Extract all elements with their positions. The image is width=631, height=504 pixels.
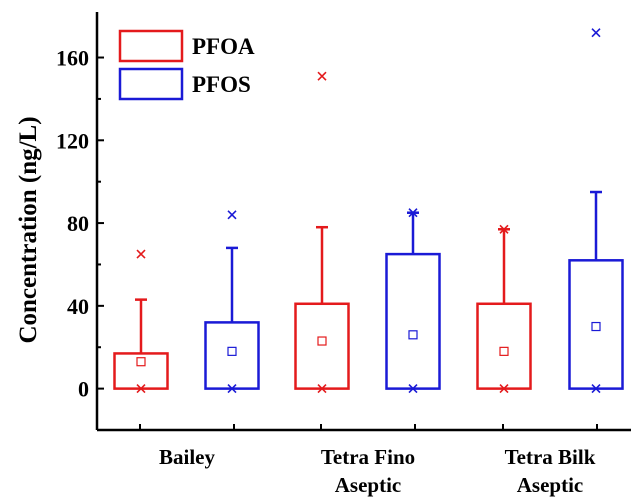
- x-category-label: Aseptic: [335, 473, 402, 497]
- mean-marker: [499, 346, 509, 356]
- box-rect: [113, 352, 169, 390]
- mean-marker: [136, 357, 146, 367]
- mean-marker: [408, 330, 418, 340]
- box-rect: [385, 252, 441, 390]
- max-marker: [227, 210, 237, 220]
- y-tick-label: 160: [56, 46, 89, 71]
- max-marker: [136, 249, 146, 259]
- y-tick-label: 0: [78, 377, 89, 402]
- min-marker: [408, 384, 418, 394]
- mean-marker: [317, 336, 327, 346]
- x-category-label: Tetra Bilk: [505, 445, 596, 469]
- legend-swatch-pfos: [118, 67, 184, 101]
- legend-label-pfos: PFOS: [192, 72, 251, 97]
- max-marker: [317, 71, 327, 81]
- x-category-label: Tetra Fino: [321, 445, 415, 469]
- y-tick-label: 120: [56, 128, 89, 153]
- plot-frame: [95, 12, 631, 432]
- legend: PFOA PFOS: [118, 29, 255, 101]
- min-marker: [227, 384, 237, 394]
- legend-label-pfoa: PFOA: [192, 34, 255, 59]
- max-marker: [591, 28, 601, 38]
- box-pfoa-0: [113, 249, 169, 394]
- x-axis: Bailey Tetra Fino Aseptic Tetra Bilk Aseptic: [139, 424, 598, 497]
- y-tick-label: 80: [67, 211, 89, 236]
- box-pfos-2: [568, 28, 624, 394]
- y-axis-label: Concentration (ng/L): [15, 116, 42, 343]
- x-category-label: Bailey: [159, 445, 215, 469]
- box-pfoa-1: [294, 71, 350, 394]
- y-axis: 0 40 80 120 160: [56, 46, 104, 402]
- box-pfos-0: [204, 210, 260, 394]
- y-tick-label: 40: [67, 294, 89, 319]
- min-marker: [136, 384, 146, 394]
- box-rect: [476, 302, 532, 390]
- min-marker: [591, 384, 601, 394]
- min-marker: [499, 384, 509, 394]
- legend-swatch-pfoa: [118, 29, 184, 63]
- max-marker: [499, 224, 509, 234]
- x-category-label: Aseptic: [517, 473, 584, 497]
- box-pfos-1: [385, 208, 441, 394]
- max-marker: [408, 208, 418, 218]
- min-marker: [317, 384, 327, 394]
- mean-marker: [591, 321, 601, 332]
- box-series-group: [113, 28, 624, 394]
- box-pfoa-2: [476, 224, 532, 394]
- box-rect: [294, 302, 350, 390]
- mean-marker: [227, 346, 237, 356]
- box-rect: [568, 259, 624, 390]
